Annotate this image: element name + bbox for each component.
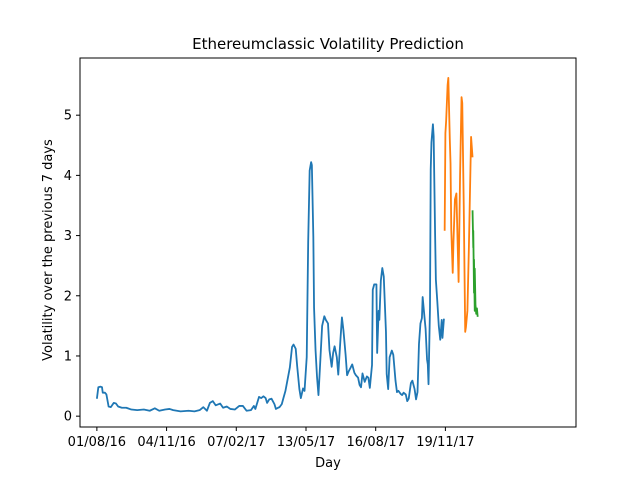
x-tick-label: 19/11/17 [416, 435, 474, 450]
series-line-2 [443, 76, 474, 333]
plot-series-group [95, 76, 479, 413]
y-tick-label: 3 [64, 229, 72, 244]
y-tick-label: 0 [64, 410, 72, 425]
x-tick-label: 04/11/16 [137, 435, 195, 450]
x-tick-label: 13/05/17 [277, 435, 335, 450]
x-axis-label: Day [315, 456, 341, 471]
series-line-1 [95, 123, 445, 413]
y-tick-label: 4 [64, 169, 72, 184]
x-tick-label: 16/08/17 [346, 435, 404, 450]
x-tick-label: 07/02/17 [207, 435, 265, 450]
y-tick-label: 2 [64, 289, 72, 304]
y-axis-label: Volatility over the previous 7 days [41, 139, 56, 361]
chart-title: Ethereumclassic Volatility Prediction [192, 35, 464, 53]
series-line-3 [471, 210, 479, 317]
y-tick-label: 5 [64, 109, 72, 124]
x-tick-label: 01/08/16 [68, 435, 126, 450]
y-tick-label: 1 [64, 349, 72, 364]
plot-frame [79, 57, 577, 428]
axis-ticks-group: 0 1 2 3 4 5 01/08/16 04/11/16 07/02/17 13/05/17 16… [64, 109, 475, 450]
